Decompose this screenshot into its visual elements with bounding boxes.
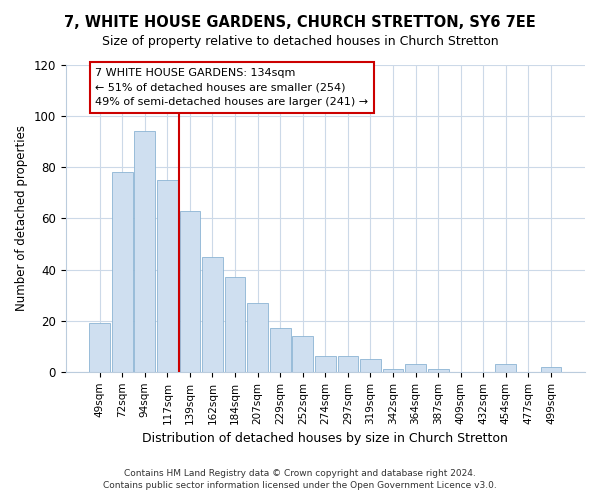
- Bar: [224, 277, 245, 372]
- Bar: [405, 364, 426, 372]
- Bar: [496, 364, 516, 372]
- Text: 7, WHITE HOUSE GARDENS, CHURCH STRETTON, SY6 7EE: 7, WHITE HOUSE GARDENS, CHURCH STRETTON,…: [64, 15, 536, 30]
- Bar: [270, 328, 290, 372]
- Bar: [247, 303, 268, 372]
- Bar: [134, 132, 155, 372]
- Bar: [202, 257, 223, 372]
- Bar: [157, 180, 178, 372]
- X-axis label: Distribution of detached houses by size in Church Stretton: Distribution of detached houses by size …: [142, 432, 508, 445]
- Y-axis label: Number of detached properties: Number of detached properties: [15, 126, 28, 312]
- Bar: [541, 366, 562, 372]
- Bar: [179, 210, 200, 372]
- Text: Contains HM Land Registry data © Crown copyright and database right 2024.
Contai: Contains HM Land Registry data © Crown c…: [103, 468, 497, 490]
- Bar: [89, 323, 110, 372]
- Bar: [428, 370, 449, 372]
- Bar: [112, 172, 133, 372]
- Bar: [338, 356, 358, 372]
- Text: Size of property relative to detached houses in Church Stretton: Size of property relative to detached ho…: [101, 35, 499, 48]
- Bar: [383, 370, 403, 372]
- Bar: [315, 356, 336, 372]
- Text: 7 WHITE HOUSE GARDENS: 134sqm
← 51% of detached houses are smaller (254)
49% of : 7 WHITE HOUSE GARDENS: 134sqm ← 51% of d…: [95, 68, 368, 107]
- Bar: [360, 359, 381, 372]
- Bar: [292, 336, 313, 372]
